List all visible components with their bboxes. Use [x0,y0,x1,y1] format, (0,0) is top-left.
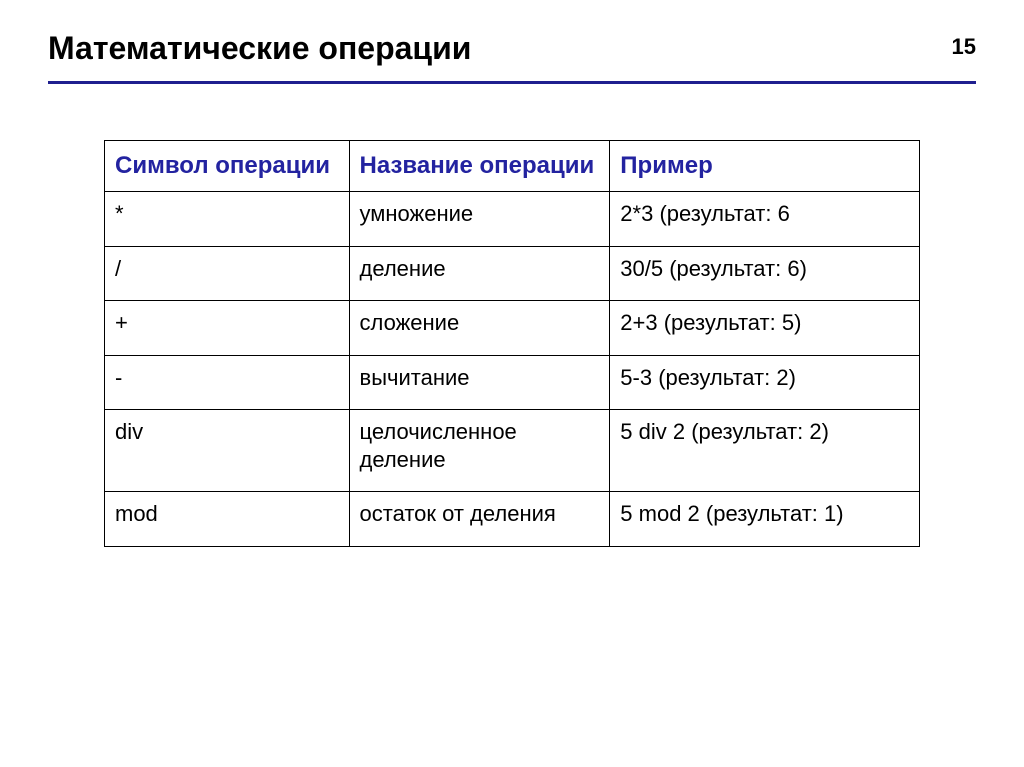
cell-example: 2+3 (результат: 5) [610,301,920,356]
cell-example: 5 mod 2 (результат: 1) [610,492,920,547]
table-row: - вычитание 5-3 (результат: 2) [105,355,920,410]
cell-symbol: mod [105,492,350,547]
table-row: / деление 30/5 (результат: 6) [105,246,920,301]
table-row: div целочисленное деление 5 div 2 (резул… [105,410,920,492]
cell-name: сложение [349,301,610,356]
cell-example: 5-3 (результат: 2) [610,355,920,410]
cell-symbol: + [105,301,350,356]
cell-name: целочисленное деление [349,410,610,492]
cell-name: умножение [349,192,610,247]
header-row: Математические операции 15 [48,30,976,81]
cell-name: остаток от деления [349,492,610,547]
col-header-symbol: Символ операции [105,141,350,192]
operations-table: Символ операции Название операции Пример… [104,140,920,547]
table-header-row: Символ операции Название операции Пример [105,141,920,192]
table-row: * умножение 2*3 (результат: 6 [105,192,920,247]
col-header-name: Название операции [349,141,610,192]
cell-symbol: - [105,355,350,410]
col-header-example: Пример [610,141,920,192]
cell-symbol: * [105,192,350,247]
cell-symbol: / [105,246,350,301]
cell-name: деление [349,246,610,301]
table-row: mod остаток от деления 5 mod 2 (результа… [105,492,920,547]
operations-table-wrap: Символ операции Название операции Пример… [48,140,976,547]
title-rule [48,81,976,84]
table-row: + сложение 2+3 (результат: 5) [105,301,920,356]
cell-name: вычитание [349,355,610,410]
page-title: Математические операции [48,30,471,81]
cell-example: 5 div 2 (результат: 2) [610,410,920,492]
page-number: 15 [952,30,976,60]
cell-example: 2*3 (результат: 6 [610,192,920,247]
cell-symbol: div [105,410,350,492]
cell-example: 30/5 (результат: 6) [610,246,920,301]
